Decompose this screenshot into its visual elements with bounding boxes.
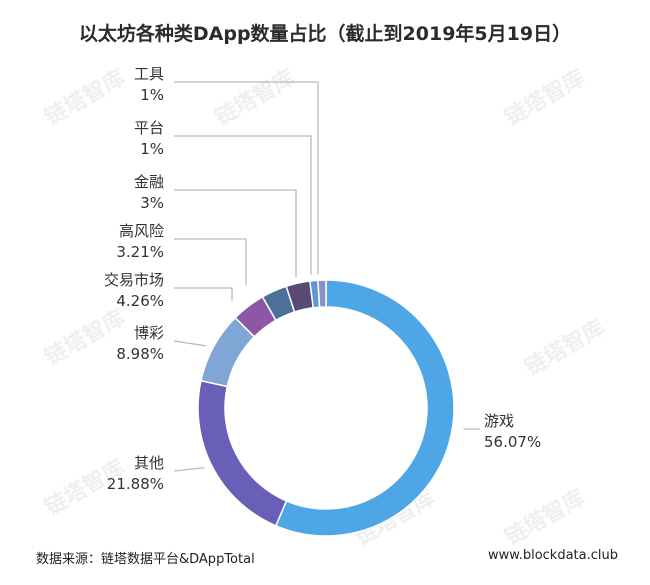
leader-line-其他 <box>173 466 205 472</box>
slice-value-label: 21.88% <box>107 475 164 493</box>
slice-name-label: 游戏 <box>484 412 514 430</box>
leader-lines <box>173 81 480 472</box>
leader-line-工具 <box>174 81 319 275</box>
slice-labels: 游戏 56.07% 其他 21.88% 博彩 8.98% 交易市场 4.26% 高风险 3.21%… <box>104 65 541 493</box>
leader-line-交易市场 <box>174 287 233 301</box>
slice-name-label: 平台 <box>134 119 164 137</box>
leader-line-高风险 <box>174 238 247 286</box>
slice-游戏 <box>274 279 455 537</box>
site-url: www.blockdata.club <box>488 548 618 563</box>
slice-value-label: 3% <box>140 194 164 212</box>
slice-name-label: 其他 <box>134 454 164 472</box>
leader-line-金融 <box>174 189 297 278</box>
slice-name-label: 工具 <box>134 65 164 83</box>
slice-其他 <box>197 379 288 527</box>
data-source: 数据来源：链塔数据平台&DAppTotal <box>36 552 255 567</box>
slice-value-label: 56.07% <box>484 433 541 451</box>
slice-value-label: 1% <box>140 140 164 158</box>
slice-name-label: 高风险 <box>119 222 164 240</box>
slice-工具 <box>317 279 327 308</box>
chart-title: 以太坊各种类DApp数量占比（截止到2019年5月19日） <box>78 23 572 45</box>
slice-value-label: 8.98% <box>116 345 164 363</box>
slice-value-label: 3.21% <box>116 243 164 261</box>
leader-line-平台 <box>174 135 312 275</box>
slice-name-label: 金融 <box>134 173 164 191</box>
slice-name-label: 博彩 <box>134 324 164 342</box>
slice-value-label: 4.26% <box>116 292 164 310</box>
slice-value-label: 1% <box>140 86 164 104</box>
donut-slices <box>197 279 455 537</box>
slice-name-label: 交易市场 <box>104 271 164 289</box>
leader-line-博彩 <box>173 340 206 347</box>
